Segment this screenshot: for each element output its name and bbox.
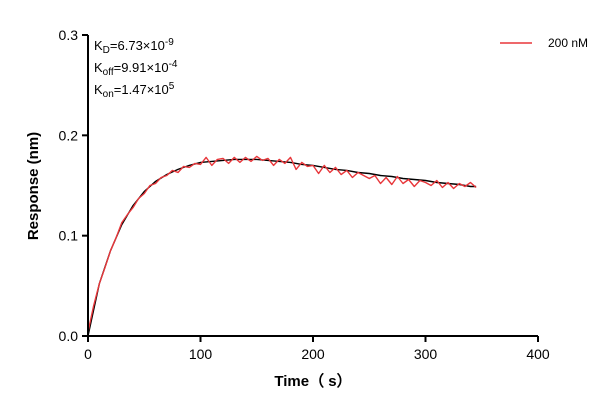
kinetics-annotation: KD=6.73×10-9 Koff=9.91×10-4 Kon=1.47×105 bbox=[94, 37, 178, 100]
x-tick-label: 100 bbox=[189, 346, 213, 362]
koff-sub: off bbox=[103, 67, 114, 78]
kon-base: K bbox=[94, 82, 103, 97]
x-axis-title: Time（ s） bbox=[274, 372, 351, 390]
kd-sup: -9 bbox=[165, 37, 174, 48]
kd-text: =6.73×10 bbox=[110, 38, 165, 53]
y-tick-label: 0.2 bbox=[59, 127, 79, 143]
y-ticks: 0.0 0.1 0.2 0.3 bbox=[59, 27, 88, 344]
koff-base: K bbox=[94, 60, 103, 75]
x-tick-label: 300 bbox=[414, 346, 438, 362]
kd-sub: D bbox=[103, 45, 110, 56]
x-tick-label: 200 bbox=[301, 346, 325, 362]
kon-annotation: Kon=1.47×105 bbox=[94, 81, 175, 100]
koff-text: =9.91×10 bbox=[114, 60, 169, 75]
plot-area bbox=[87, 155, 477, 337]
y-tick-label: 0.0 bbox=[59, 328, 79, 344]
kd-base: K bbox=[94, 38, 103, 53]
series-line-0 bbox=[87, 155, 477, 333]
x-tick-label: 400 bbox=[526, 346, 550, 362]
kon-sub: on bbox=[103, 89, 114, 100]
y-tick-label: 0.1 bbox=[59, 228, 79, 244]
x-ticks: 0 100 200 300 400 bbox=[84, 336, 550, 362]
legend-label-200nm: 200 nM bbox=[548, 36, 588, 50]
kon-sup: 5 bbox=[169, 81, 175, 92]
legend: 200 nM bbox=[500, 36, 588, 50]
kd-annotation: KD=6.73×10-9 bbox=[94, 37, 174, 56]
y-tick-label: 0.3 bbox=[59, 27, 79, 43]
fit-layer bbox=[87, 158, 477, 337]
fit-curve bbox=[87, 158, 477, 337]
x-tick-label: 0 bbox=[84, 346, 92, 362]
y-axis-title: Response (nm) bbox=[25, 132, 42, 240]
series-layer bbox=[87, 155, 477, 333]
koff-annotation: Koff=9.91×10-4 bbox=[94, 59, 178, 78]
koff-sup: -4 bbox=[169, 59, 178, 70]
kon-text: =1.47×10 bbox=[114, 82, 169, 97]
